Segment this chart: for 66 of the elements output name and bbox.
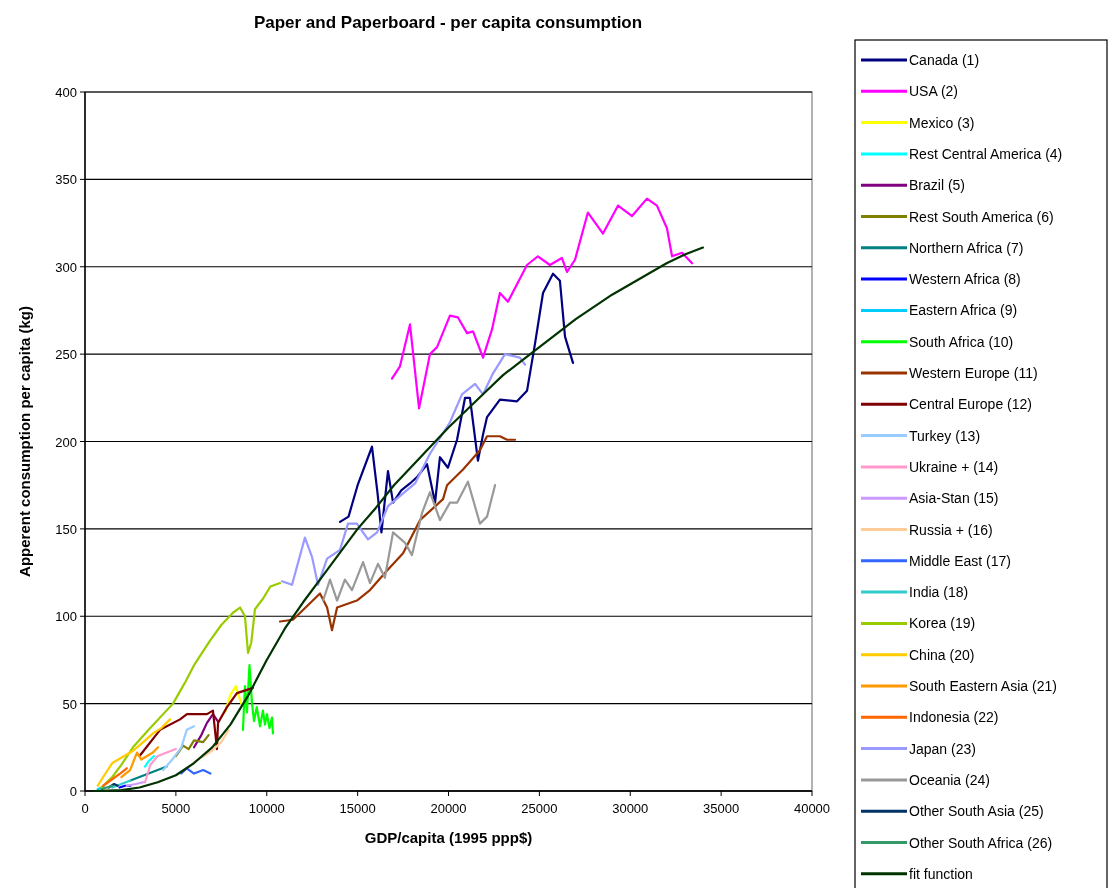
line-series xyxy=(102,767,128,787)
line-series xyxy=(223,685,243,714)
legend-label: South Eastern Asia (21) xyxy=(909,678,1057,694)
line-series xyxy=(143,747,177,784)
legend-label: Asia-Stan (15) xyxy=(909,490,999,507)
legend-label: Western Africa (8) xyxy=(909,271,1021,288)
x-tick-label: 15000 xyxy=(339,801,376,816)
legend-label: Russia + (16) xyxy=(909,521,993,538)
y-tick-label: 100 xyxy=(55,609,77,625)
y-tick-label: 400 xyxy=(55,85,77,100)
x-axis-title: GDP/capita (1995 ppp$) xyxy=(364,829,533,846)
legend-label: Western Europe (11) xyxy=(909,365,1038,381)
legend-label: Korea (19) xyxy=(909,615,976,632)
legend-label: Turkey (13) xyxy=(909,427,981,444)
x-tick-label: 30000 xyxy=(612,801,649,816)
legend-label: fit function xyxy=(909,865,973,882)
x-tick-label: 10000 xyxy=(248,801,285,816)
line-series xyxy=(92,246,705,793)
line-series xyxy=(96,718,172,787)
legend-label: Rest Central America (4) xyxy=(909,145,1063,162)
legend-label: South Africa (10) xyxy=(909,333,1014,350)
legend-label: USA (2) xyxy=(909,83,959,100)
legend-label: India (18) xyxy=(909,584,969,601)
x-tick-label: 35000 xyxy=(703,801,740,816)
legend-label: Eastern Africa (9) xyxy=(909,302,1018,319)
legend-label: Brazil (5) xyxy=(909,177,966,194)
legend-label: China (20) xyxy=(909,646,975,663)
line-series xyxy=(174,733,210,758)
legend-label: Indonesia (22) xyxy=(909,709,999,726)
chart-title: Paper and Paperboard - per capita consumption xyxy=(253,13,643,32)
x-tick-label: 25000 xyxy=(521,801,558,816)
legend-label: Other South Africa (26) xyxy=(909,834,1053,851)
y-tick-label: 200 xyxy=(55,434,77,450)
line-series xyxy=(120,746,160,779)
y-tick-label: 150 xyxy=(55,521,77,537)
line-series xyxy=(278,435,517,632)
legend-label: Northern Africa (7) xyxy=(909,239,1024,256)
legend-label: Ukraine + (14) xyxy=(909,458,999,475)
legend-label: Central Europe (12) xyxy=(909,396,1032,413)
legend-label: Mexico (3) xyxy=(909,114,975,131)
x-tick-label: 40000 xyxy=(793,801,831,816)
line-series xyxy=(192,713,219,749)
y-tick-label: 250 xyxy=(55,347,77,363)
line-series xyxy=(241,664,275,735)
legend-label: Other South Asia (25) xyxy=(909,803,1044,820)
x-tick-label: 20000 xyxy=(430,801,467,816)
line-series xyxy=(338,272,575,534)
line-series xyxy=(100,581,282,789)
line-series xyxy=(129,765,168,782)
legend-label: Canada (1) xyxy=(909,52,980,68)
y-axis-title: Apperent consumption per capita (kg) xyxy=(16,306,33,577)
legend-label: Middle East (17) xyxy=(909,552,1011,569)
legend-label: Japan (23) xyxy=(909,740,976,757)
legend-label: Rest South America (6) xyxy=(909,208,1054,225)
y-tick-label: 300 xyxy=(55,259,77,275)
line-series xyxy=(138,686,255,758)
legend-label: Oceania (24) xyxy=(909,771,990,788)
line-series xyxy=(321,480,497,602)
x-tick-label: 5000 xyxy=(161,801,191,816)
line-series xyxy=(162,725,196,772)
y-tick-label: 0 xyxy=(69,784,77,799)
line-series xyxy=(280,353,527,586)
x-tick-label: 0 xyxy=(81,801,89,816)
y-tick-label: 350 xyxy=(55,172,77,188)
line-series xyxy=(390,197,694,410)
y-tick-label: 50 xyxy=(62,696,77,712)
